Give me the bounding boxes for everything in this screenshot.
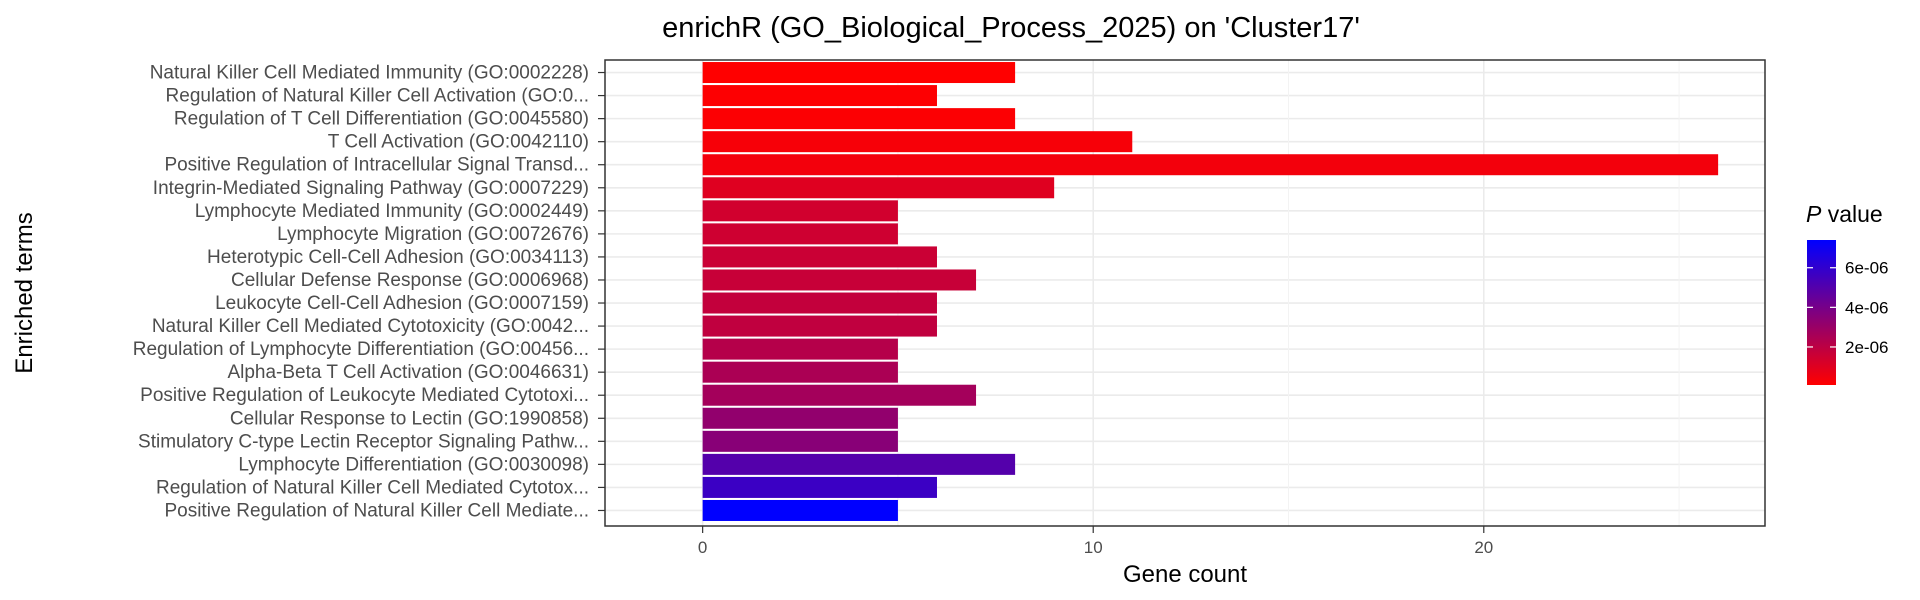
legend-title-italic: P [1806,201,1822,227]
bar [702,269,977,291]
term-labels: Natural Killer Cell Mediated Immunity (G… [133,63,605,521]
x-axis-title: Gene count [1123,561,1247,588]
bars [702,62,1719,521]
bar [702,407,898,429]
y-axis-title: Enriched terms [11,212,38,373]
term-label: Cellular Defense Response (GO:0006968) [231,270,589,291]
bar [702,223,898,245]
legend-colorbar [1807,240,1836,385]
legend-tick-label: 6e-06 [1845,259,1888,278]
bar [702,384,977,406]
x-axis-ticks: 0 10 20 [698,526,1493,557]
bar [702,453,1016,475]
term-label: Integrin-Mediated Signaling Pathway (GO:… [153,178,589,199]
bar [702,499,898,521]
term-label: Cellular Response to Lectin (GO:1990858) [230,408,589,429]
bar [702,361,898,383]
plot-border [604,59,1766,527]
term-label: Regulation of Lymphocyte Differentiation… [133,339,589,360]
bar [702,476,937,498]
bar [702,315,937,337]
term-label: Alpha-Beta T Cell Activation (GO:0046631… [227,362,589,383]
bar [702,246,937,268]
term-label: Positive Regulation of Leukocyte Mediate… [140,385,589,406]
term-label: Lymphocyte Mediated Immunity (GO:0002449… [195,201,589,222]
bar [702,200,898,222]
term-label: Natural Killer Cell Mediated Cytotoxicit… [152,316,589,337]
bar [702,85,937,107]
term-label: Regulation of T Cell Differentiation (GO… [174,109,589,130]
term-label: Regulation of Natural Killer Cell Activa… [166,86,589,107]
chart-title: enrichR (GO_Biological_Process_2025) on … [662,12,1360,44]
x-tick-label: 0 [698,538,707,557]
bar [702,154,1719,176]
bar [702,108,1016,130]
term-label: Positive Regulation of Natural Killer Ce… [164,500,589,521]
term-label: Stimulatory C-type Lectin Receptor Signa… [138,431,589,452]
legend-ticks: 2e-06 4e-06 6e-06 [1807,259,1888,357]
term-label: T Cell Activation (GO:0042110) [328,132,589,153]
bar [702,338,898,360]
term-label: Positive Regulation of Intracellular Sig… [164,155,589,176]
term-label: Lymphocyte Differentiation (GO:0030098) [238,454,589,475]
legend-tick-label: 2e-06 [1845,338,1888,357]
bar [702,177,1055,199]
legend-title: P value [1806,201,1883,227]
legend-tick-label: 4e-06 [1845,298,1888,317]
bar [702,430,898,452]
term-label: Natural Killer Cell Mediated Immunity (G… [150,63,589,84]
term-label: Heterotypic Cell-Cell Adhesion (GO:00341… [207,247,589,268]
legend: P value 2e-06 4e-06 6e-06 [1806,201,1888,385]
bar [702,131,1133,153]
term-label: Regulation of Natural Killer Cell Mediat… [156,477,589,498]
legend-title-rest: value [1821,201,1882,227]
bar [702,292,937,314]
term-label: Leukocyte Cell-Cell Adhesion (GO:0007159… [215,293,589,314]
term-label: Lymphocyte Migration (GO:0072676) [277,224,589,245]
bar [702,62,1016,84]
x-tick-label: 10 [1084,538,1103,557]
x-tick-label: 20 [1474,538,1493,557]
